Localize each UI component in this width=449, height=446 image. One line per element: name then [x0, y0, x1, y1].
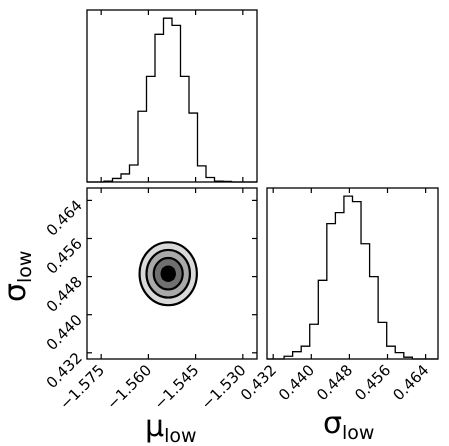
x-tick-label-sigma-4: 0.464 [389, 361, 432, 404]
x-tick-label-mu-2: −1.545 [150, 361, 202, 413]
sigma-subscript: low [342, 422, 374, 444]
y-tick-label-sigma-1: 0.440 [43, 311, 86, 354]
y-tick-label-sigma-3: 0.456 [43, 235, 86, 278]
sigma-y-subscript: low [14, 251, 36, 283]
y-tick-label-sigma-2: 0.448 [43, 273, 86, 316]
hist-sigma-panel [266, 187, 439, 360]
sigma-symbol: σ [323, 406, 342, 441]
x-tick-label-sigma-3: 0.456 [351, 361, 394, 404]
x-axis-label-mu: μlow [145, 409, 197, 446]
tick-marks [87, 10, 427, 359]
density-contours [138, 241, 198, 307]
density-frame [86, 187, 258, 360]
tick-labels: −1.575−1.560−1.545−1.5300.4320.4400.4480… [43, 197, 433, 414]
mu-symbol: μ [145, 409, 164, 444]
hist-mu-line [87, 17, 257, 183]
hist-mu-panel [86, 9, 258, 183]
y-axis-label-sigma: σlow [0, 251, 36, 302]
hist-sigma-frame [266, 187, 439, 360]
x-tick-label-mu-1: −1.560 [103, 361, 155, 413]
density-panel [86, 187, 258, 360]
mu-subscript: low [164, 425, 196, 446]
density-peak-marker [162, 267, 175, 280]
hist-mu-frame [86, 9, 258, 183]
hist-sigma-line [267, 195, 438, 360]
x-tick-label-sigma-0: 0.432 [237, 361, 280, 404]
y-tick-label-sigma-4: 0.464 [43, 197, 86, 240]
x-tick-label-sigma-1: 0.440 [275, 361, 318, 404]
sigma-y-symbol: σ [0, 283, 33, 302]
x-tick-label-sigma-2: 0.448 [313, 361, 356, 404]
x-axis-label-sigma: σlow [323, 406, 374, 444]
